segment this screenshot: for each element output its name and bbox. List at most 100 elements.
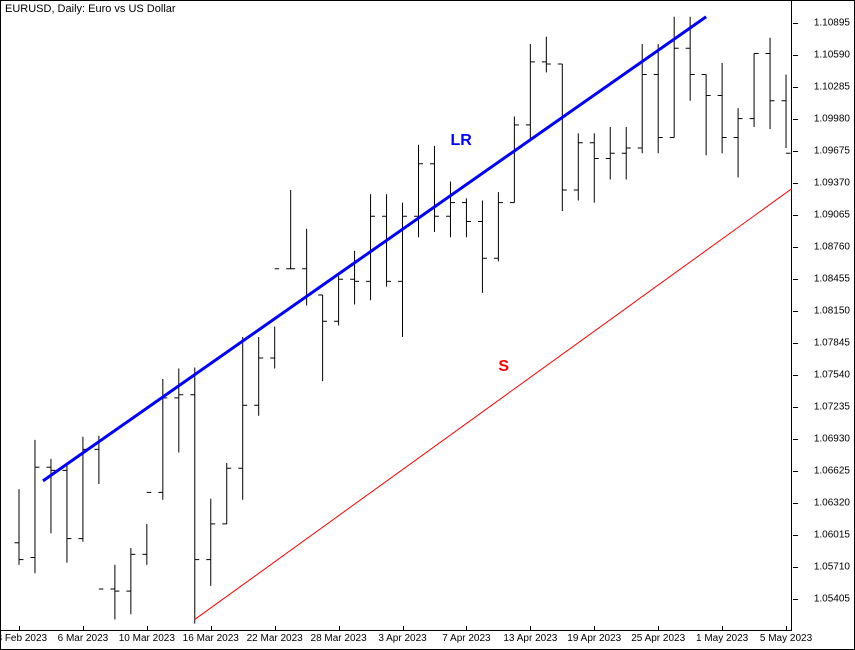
y-tick-label: 1.06930 — [814, 433, 850, 444]
trend-line-S[interactable] — [195, 185, 792, 620]
ohlc-bar — [398, 203, 407, 337]
x-tick-label: 6 Mar 2023 — [58, 633, 109, 644]
x-tick-mark — [722, 626, 723, 631]
ohlc-bar — [126, 548, 135, 614]
ohlc-bar — [750, 54, 759, 128]
x-tick-label: 3 Apr 2023 — [378, 633, 426, 644]
y-tick-label: 1.05710 — [814, 561, 850, 572]
y-tick-mark — [793, 535, 798, 536]
ohlc-bar — [478, 201, 487, 293]
x-axis: 28 Feb 2023 6 Mar 2023 10 Mar 2023 16 Mar 2… — [1, 631, 792, 649]
x-tick-label: 28 Feb 2023 — [0, 633, 47, 644]
y-tick-label: 1.06625 — [814, 465, 850, 476]
y-tick-label: 1.09675 — [814, 145, 850, 156]
ohlc-bar — [702, 75, 711, 156]
y-tick-mark — [793, 407, 798, 408]
y-tick-label: 1.10590 — [814, 49, 850, 60]
ohlc-bar — [15, 489, 24, 565]
y-tick-mark — [793, 343, 798, 344]
plot-area[interactable]: LR S — [1, 1, 792, 631]
ohlc-bar — [366, 194, 375, 300]
y-tick-label: 1.09065 — [814, 209, 850, 220]
ohlc-bar — [206, 499, 215, 586]
trend-line-LR[interactable] — [43, 17, 706, 481]
ohlc-bar — [414, 145, 423, 237]
x-tick-mark — [275, 626, 276, 631]
y-tick-mark — [793, 119, 798, 120]
y-tick-mark — [793, 439, 798, 440]
y-tick-mark — [793, 87, 798, 88]
x-tick-mark — [594, 626, 595, 631]
y-tick-label: 1.08760 — [814, 241, 850, 252]
x-tick-label: 25 Apr 2023 — [631, 633, 685, 644]
y-axis: 1.108951.105901.102851.099801.096751.093… — [792, 1, 854, 631]
y-tick-label: 1.08455 — [814, 273, 850, 284]
x-tick-mark — [466, 626, 467, 631]
y-tick-label: 1.07540 — [814, 369, 850, 380]
y-tick-label: 1.09980 — [814, 113, 850, 124]
ohlc-bar — [654, 44, 663, 153]
ohlc-bar — [430, 146, 439, 232]
ohlc-bar — [46, 459, 55, 534]
y-tick-mark — [793, 375, 798, 376]
y-tick-mark — [793, 311, 798, 312]
annotation-S: S — [498, 358, 509, 376]
ohlc-bar — [558, 64, 567, 211]
x-tick-mark — [339, 626, 340, 631]
chart-title: EURUSD, Daily: Euro vs US Dollar — [5, 3, 176, 15]
x-tick-label: 1 May 2023 — [696, 633, 748, 644]
ohlc-bar — [766, 38, 775, 129]
ohlc-bar — [782, 75, 791, 154]
ohlc-bar — [31, 440, 40, 573]
x-tick-label: 16 Mar 2023 — [183, 633, 239, 644]
ohlc-bar — [238, 337, 247, 500]
chart-svg — [1, 1, 792, 631]
y-tick-mark — [793, 567, 798, 568]
ohlc-bar — [190, 367, 199, 623]
ohlc-bar — [286, 190, 295, 269]
ohlc-bar — [254, 337, 263, 416]
x-tick-mark — [83, 626, 84, 631]
ohlc-bar — [62, 464, 71, 563]
y-tick-mark — [793, 471, 798, 472]
ohlc-bar — [526, 44, 535, 141]
y-tick-mark — [793, 23, 798, 24]
y-tick-mark — [793, 183, 798, 184]
ohlc-bar — [318, 295, 327, 381]
y-tick-label: 1.07845 — [814, 337, 850, 348]
ohlc-bar — [510, 117, 519, 203]
ohlc-bar — [334, 276, 343, 325]
ohlc-bar — [446, 182, 455, 238]
ohlc-bar — [718, 63, 727, 153]
y-tick-label: 1.07235 — [814, 401, 850, 412]
ohlc-bar — [590, 133, 599, 202]
y-tick-mark — [793, 503, 798, 504]
y-tick-mark — [793, 55, 798, 56]
y-tick-label: 1.08150 — [814, 305, 850, 316]
ohlc-bar — [462, 198, 471, 237]
ohlc-bar — [606, 127, 615, 180]
chart-container: EURUSD, Daily: Euro vs US Dollar LR S 1.1… — [0, 0, 855, 650]
y-tick-mark — [793, 215, 798, 216]
y-tick-mark — [793, 247, 798, 248]
x-tick-label: 10 Mar 2023 — [119, 633, 175, 644]
annotation-LR: LR — [450, 132, 471, 150]
ohlc-bar — [622, 127, 631, 180]
x-tick-label: 22 Mar 2023 — [247, 633, 303, 644]
ohlc-bar — [670, 17, 679, 138]
x-tick-mark — [403, 626, 404, 631]
ohlc-bar — [94, 436, 103, 589]
y-tick-label: 1.05405 — [814, 593, 850, 604]
x-tick-mark — [211, 626, 212, 631]
y-tick-mark — [793, 599, 798, 600]
ohlc-bar — [222, 463, 231, 524]
x-tick-mark — [19, 626, 20, 631]
y-tick-label: 1.10895 — [814, 17, 850, 28]
ohlc-bar — [110, 565, 119, 620]
x-tick-label: 7 Apr 2023 — [442, 633, 490, 644]
ohlc-bar — [574, 133, 583, 200]
x-tick-mark — [530, 626, 531, 631]
x-tick-mark — [147, 626, 148, 631]
y-tick-label: 1.06320 — [814, 497, 850, 508]
ohlc-bar — [494, 192, 503, 261]
